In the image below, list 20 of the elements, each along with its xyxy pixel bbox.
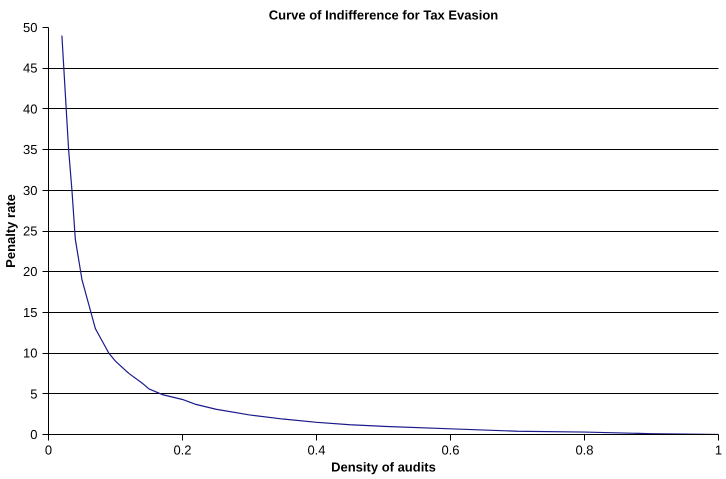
y-tick-label: 15	[23, 304, 38, 320]
x-tick-label: 0	[44, 442, 52, 458]
x-tick-label: 1	[714, 442, 722, 458]
y-tick-label: 25	[23, 224, 38, 238]
x-tick-label: 0.2	[173, 442, 192, 458]
chart-title: Curve of Indifference for Tax Evasion	[268, 8, 498, 22]
y-tick-label: 20	[23, 264, 38, 280]
y-tick-label: 45	[23, 60, 38, 76]
y-axis-title: Penalty rate	[3, 194, 18, 268]
x-tick-label: 0.8	[575, 442, 594, 458]
y-tick-label: 10	[23, 346, 38, 361]
x-axis-title: Density of audits	[331, 460, 436, 474]
y-tick-label: 50	[23, 20, 38, 35]
y-tick-label: 40	[23, 101, 38, 116]
x-tick-label: 0.4	[307, 442, 326, 458]
y-tick-label: 0	[30, 427, 38, 442]
x-tick-label: 0.6	[441, 442, 460, 458]
y-tick-label: 5	[30, 386, 38, 402]
y-tick-label: 35	[23, 142, 38, 158]
y-tick-label: 30	[23, 182, 38, 198]
